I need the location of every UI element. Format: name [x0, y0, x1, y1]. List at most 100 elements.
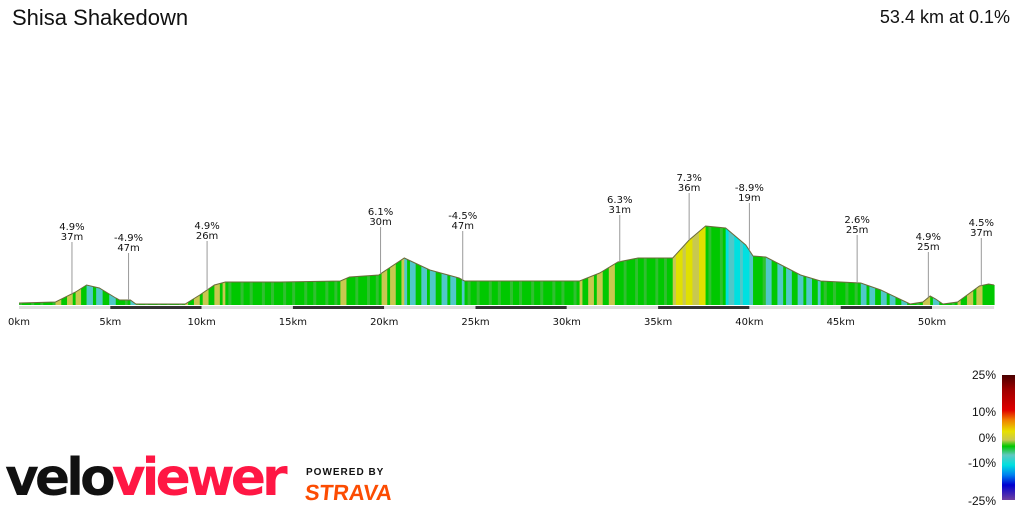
distance-axis-bar [19, 306, 995, 309]
annotation-gain: 19m [738, 193, 760, 204]
profile-segment [791, 270, 796, 305]
profile-segment [596, 273, 601, 305]
profile-segment [564, 281, 568, 305]
annotation-gain: 25m [917, 242, 939, 253]
profile-segment [970, 290, 974, 305]
profile-segment [92, 286, 97, 305]
profile-segment [561, 281, 565, 305]
axis-bar-dark-segment [840, 306, 932, 309]
profile-segment [450, 275, 454, 305]
legend-label-neg25: -25% [967, 494, 996, 508]
profile-segment [516, 281, 520, 305]
annotation-grade: 6.1% [368, 207, 393, 218]
profile-segment [467, 281, 472, 305]
profile-segment [503, 281, 508, 305]
profile-segment [740, 240, 744, 305]
x-tick-label: 25km [461, 317, 489, 328]
profile-segment [820, 281, 825, 305]
profile-segment [346, 277, 351, 305]
profile-segment [800, 275, 804, 305]
profile-segment [456, 277, 460, 305]
profile-segment [812, 278, 816, 305]
profile-segment [695, 231, 700, 305]
profile-segment [731, 232, 735, 305]
profile-segment [69, 293, 74, 305]
profile-segment [264, 282, 269, 305]
profile-segment [611, 263, 616, 305]
profile-segment [973, 288, 977, 305]
annotation-grade: -4.5% [448, 211, 477, 222]
profile-segment [453, 276, 457, 305]
profile-segment [193, 296, 198, 305]
profile-segment [534, 281, 538, 305]
profile-segment [444, 274, 448, 305]
profile-segment [78, 288, 82, 305]
profile-segment [555, 281, 559, 305]
profile-segment [722, 227, 727, 305]
profile-segment [283, 281, 287, 305]
profile-segment [826, 281, 831, 305]
profile-segment [963, 295, 968, 305]
axis-bar-light-segment [19, 306, 111, 309]
profile-segment [655, 258, 659, 305]
profile-segment [435, 271, 440, 305]
profile-segment [479, 281, 484, 305]
profile-segment [558, 281, 562, 305]
legend-label-25: 25% [971, 368, 996, 382]
profile-segment [857, 282, 862, 305]
profile-segment [258, 282, 263, 305]
profile-segment [593, 274, 598, 305]
profile-segment [99, 288, 104, 305]
profile-segment [398, 259, 402, 305]
x-tick-label: 35km [644, 317, 672, 328]
profile-segment [605, 267, 610, 305]
profile-segment [427, 268, 431, 305]
profile-segment [506, 281, 511, 305]
profile-segment [839, 281, 843, 305]
profile-segment [765, 257, 770, 305]
axis-bar-light-segment [932, 306, 995, 309]
profile-segment [122, 300, 126, 305]
profile-line [18, 225, 995, 305]
annotation-gain: 25m [846, 225, 868, 236]
profile-segment [573, 281, 578, 305]
profile-segment [199, 293, 204, 305]
profile-segment [205, 289, 210, 305]
annotation-grade: 2.6% [844, 215, 869, 226]
profile-segment [295, 281, 299, 305]
profile-segment [401, 258, 405, 305]
profile-segment [848, 282, 853, 305]
profile-segment [576, 281, 581, 305]
profile-segment [623, 260, 628, 305]
annotation-grade: 4.9% [59, 222, 84, 233]
profile-segment [814, 279, 819, 305]
profile-segment [685, 240, 690, 305]
profile-segment [219, 282, 224, 305]
profile-segment [31, 302, 35, 305]
profile-segment [40, 302, 44, 305]
profile-segment [407, 259, 411, 305]
profile-segment [672, 254, 677, 305]
profile-segment [127, 300, 131, 305]
profile-segment [86, 285, 91, 305]
profile-segment [756, 256, 760, 305]
profile-segment [109, 294, 113, 305]
powered-by-label: POWERED BY [306, 467, 385, 478]
profile-segment [982, 284, 987, 305]
profile-segment [567, 281, 572, 305]
profile-segment [89, 285, 94, 305]
profile-segment [390, 265, 394, 305]
profile-segment [617, 261, 622, 305]
profile-segment [409, 260, 414, 305]
gradient-legend-bar [1002, 375, 1015, 500]
profile-segment [635, 258, 639, 305]
profile-segment [522, 281, 526, 305]
profile-segment [809, 277, 813, 305]
profile-segment [823, 281, 828, 305]
profile-segment [664, 258, 668, 305]
profile-segment [892, 295, 896, 305]
profile-segment [872, 287, 876, 305]
profile-segment [570, 281, 575, 305]
profile-segment [675, 250, 680, 305]
climb-annotation: 7.3%36m [676, 173, 702, 240]
